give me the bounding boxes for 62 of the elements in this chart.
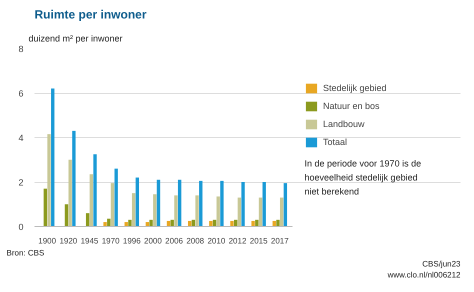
y-tick-label: 6 <box>18 88 24 98</box>
bar <box>220 180 224 226</box>
bar <box>72 130 76 226</box>
bar <box>284 183 288 226</box>
bar <box>90 174 94 226</box>
legend-label: Natuur en bos <box>323 101 380 111</box>
x-tick-label: 2012 <box>228 236 247 246</box>
bar <box>128 220 132 226</box>
bar <box>51 88 54 226</box>
bar <box>238 198 242 226</box>
bar <box>209 220 213 226</box>
x-tick-label: 1945 <box>80 236 99 246</box>
y-axis-title: duizend m² per inwoner <box>28 34 123 44</box>
bar <box>262 182 266 226</box>
x-tick-label: 1996 <box>122 236 142 246</box>
bar <box>199 180 202 226</box>
x-tick-label: 2008 <box>186 236 205 246</box>
text: www.clo.nl/nl006212 <box>386 270 462 280</box>
bar <box>68 160 72 226</box>
x-tick-label: 2010 <box>207 236 226 246</box>
text: CBS/jun23 <box>422 260 462 268</box>
y-tick-label: 0 <box>18 222 24 232</box>
bar <box>216 196 220 226</box>
bar <box>178 180 182 226</box>
bar <box>86 213 90 226</box>
chart-title: Ruimte per inwoner <box>34 8 147 22</box>
legend-label: Stedelijk gebied <box>323 83 387 93</box>
bar <box>153 194 156 226</box>
text: Bron: CBS <box>6 248 44 258</box>
x-tick-label: 1900 <box>38 236 57 246</box>
bar <box>234 220 238 226</box>
bar <box>103 222 107 226</box>
bar <box>241 182 245 226</box>
bar <box>280 198 284 226</box>
bar <box>149 220 153 226</box>
bar <box>107 218 110 226</box>
bar <box>192 220 196 226</box>
legend-label: Landbouw <box>323 119 365 129</box>
y-tick-label: 8 <box>18 44 24 54</box>
bar <box>255 220 259 226</box>
bar <box>272 220 276 226</box>
y-tick-label: 4 <box>18 133 24 143</box>
bar <box>114 168 118 226</box>
bar <box>170 220 174 226</box>
bar <box>44 188 48 226</box>
bar <box>124 222 128 226</box>
x-tick-label: 1970 <box>102 236 120 246</box>
bar <box>195 195 199 226</box>
bar <box>188 220 192 226</box>
x-tick-label: 2015 <box>250 236 268 246</box>
bar <box>174 195 178 226</box>
bar <box>132 193 136 226</box>
y-tick-label: 2 <box>18 178 24 188</box>
x-tick-label: 2006 <box>165 236 184 246</box>
x-tick-label: 2000 <box>144 236 162 246</box>
legend-label: Totaal <box>323 137 348 147</box>
x-tick-label: 2017 <box>270 236 290 246</box>
bar <box>136 178 140 226</box>
bar <box>146 222 150 226</box>
text: In de periode voor 1970 is de hoeveelheid stedelijk gebied niet berekend <box>304 158 422 196</box>
bar <box>251 220 255 226</box>
x-tick-label: 1920 <box>59 236 78 246</box>
